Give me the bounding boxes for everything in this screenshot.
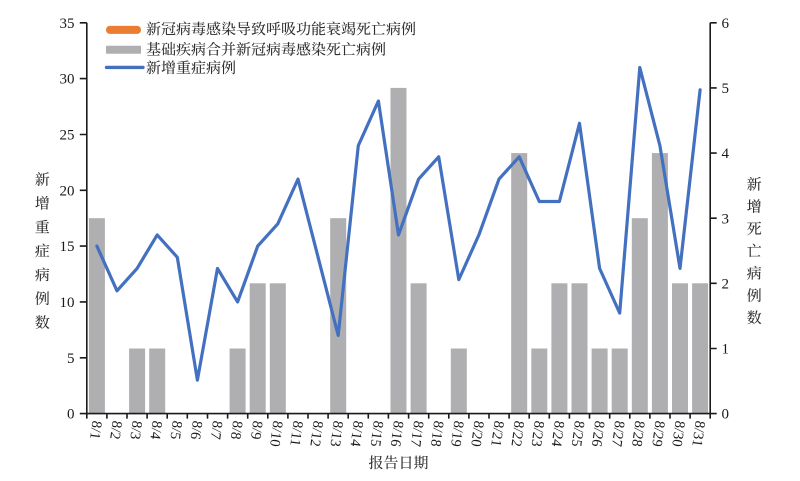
svg-text:8/14: 8/14 — [346, 420, 365, 449]
svg-text:8/21: 8/21 — [487, 420, 506, 448]
svg-text:8/1: 8/1 — [86, 420, 104, 441]
svg-text:10: 10 — [60, 295, 75, 311]
svg-text:25: 25 — [60, 128, 75, 144]
svg-text:8/6: 8/6 — [187, 420, 205, 441]
svg-text:8/20: 8/20 — [467, 420, 486, 448]
svg-text:20: 20 — [60, 183, 75, 199]
svg-text:4: 4 — [722, 146, 730, 162]
svg-text:8/3: 8/3 — [126, 420, 144, 441]
svg-text:0: 0 — [722, 407, 730, 423]
svg-text:8/31: 8/31 — [688, 420, 707, 448]
svg-text:8/7: 8/7 — [207, 420, 225, 441]
svg-text:6: 6 — [722, 16, 730, 32]
svg-text:35: 35 — [60, 16, 75, 32]
svg-text:8/4: 8/4 — [146, 420, 164, 441]
svg-text:8/27: 8/27 — [608, 420, 627, 448]
svg-text:8/17: 8/17 — [407, 420, 426, 448]
svg-text:8/29: 8/29 — [648, 420, 667, 448]
svg-text:8/19: 8/19 — [447, 420, 466, 448]
svg-text:8/13: 8/13 — [326, 420, 345, 448]
svg-text:0: 0 — [67, 407, 75, 423]
svg-text:8/26: 8/26 — [588, 420, 607, 448]
svg-text:8/16: 8/16 — [387, 420, 406, 448]
svg-text:8/8: 8/8 — [227, 420, 245, 441]
svg-text:8/5: 8/5 — [166, 420, 184, 441]
svg-text:2: 2 — [722, 276, 730, 292]
svg-text:8/10: 8/10 — [266, 420, 285, 448]
svg-text:8/11: 8/11 — [286, 420, 305, 447]
svg-text:8/28: 8/28 — [628, 420, 647, 448]
svg-text:8/22: 8/22 — [507, 420, 526, 448]
svg-text:8/25: 8/25 — [568, 420, 587, 448]
svg-text:5: 5 — [722, 81, 730, 97]
svg-text:5: 5 — [67, 351, 75, 367]
svg-text:8/23: 8/23 — [528, 420, 547, 448]
svg-text:8/9: 8/9 — [247, 420, 265, 441]
svg-text:8/15: 8/15 — [367, 420, 386, 448]
svg-text:15: 15 — [60, 239, 75, 255]
svg-text:8/12: 8/12 — [306, 420, 325, 448]
svg-text:8/30: 8/30 — [668, 420, 687, 448]
svg-text:8/2: 8/2 — [106, 420, 124, 441]
svg-text:1: 1 — [722, 342, 730, 358]
svg-text:3: 3 — [722, 211, 730, 227]
svg-text:30: 30 — [60, 72, 75, 88]
svg-text:8/18: 8/18 — [427, 420, 446, 448]
svg-text:8/24: 8/24 — [548, 420, 567, 449]
